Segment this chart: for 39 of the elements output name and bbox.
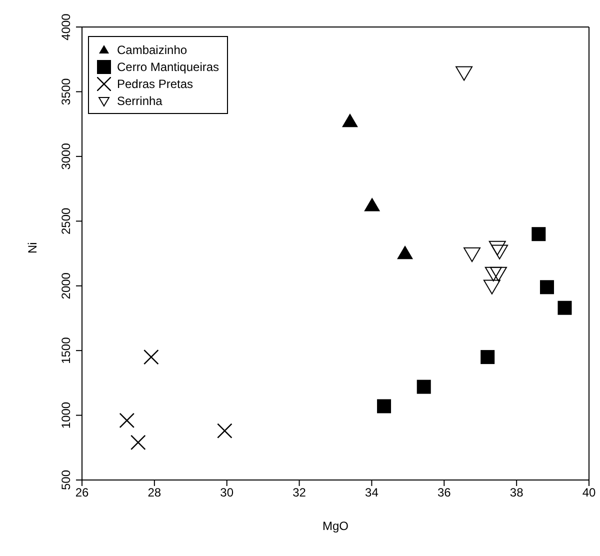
y-tick-label: 1500 bbox=[59, 336, 73, 364]
point bbox=[488, 240, 506, 256]
point bbox=[480, 350, 495, 364]
x-tick-label: 26 bbox=[75, 486, 89, 500]
y-axis-title: Ni bbox=[25, 242, 40, 254]
point bbox=[217, 423, 232, 438]
legend-label: Cerro Mantiqueiras bbox=[117, 60, 220, 74]
legend-label: Pedras Pretas bbox=[117, 76, 194, 90]
point bbox=[130, 434, 146, 450]
y-tick-label: 2000 bbox=[59, 272, 73, 300]
y-tick-label: 1000 bbox=[59, 402, 73, 429]
y-tick-label: 3500 bbox=[59, 78, 73, 106]
x-tick-label: 40 bbox=[582, 486, 596, 500]
point bbox=[119, 412, 135, 428]
x-axis-title: MgO bbox=[322, 519, 349, 533]
y-tick-label: 500 bbox=[59, 470, 73, 490]
point bbox=[144, 349, 159, 365]
point bbox=[456, 66, 473, 81]
x-tick-label: 28 bbox=[148, 486, 162, 500]
x-tick-label: 38 bbox=[510, 486, 524, 500]
point bbox=[483, 280, 500, 294]
point bbox=[540, 280, 554, 294]
legend-label: Serrinha bbox=[117, 94, 162, 108]
point bbox=[490, 266, 507, 282]
point bbox=[377, 399, 392, 414]
point bbox=[532, 227, 546, 242]
x-tick-label: 34 bbox=[365, 486, 379, 500]
point bbox=[484, 266, 502, 282]
point bbox=[558, 300, 572, 315]
x-tick-label: 36 bbox=[437, 486, 452, 500]
y-tick-label: 2500 bbox=[59, 207, 73, 234]
point bbox=[416, 380, 431, 394]
y-tick-label: 4000 bbox=[59, 13, 73, 40]
x-tick-label: 30 bbox=[220, 486, 234, 500]
x-tick-label: 32 bbox=[292, 486, 306, 500]
point bbox=[491, 244, 508, 260]
y-tick-label: 3000 bbox=[59, 142, 73, 170]
point bbox=[464, 247, 481, 262]
legend-label: Cambaizinho bbox=[117, 42, 188, 56]
